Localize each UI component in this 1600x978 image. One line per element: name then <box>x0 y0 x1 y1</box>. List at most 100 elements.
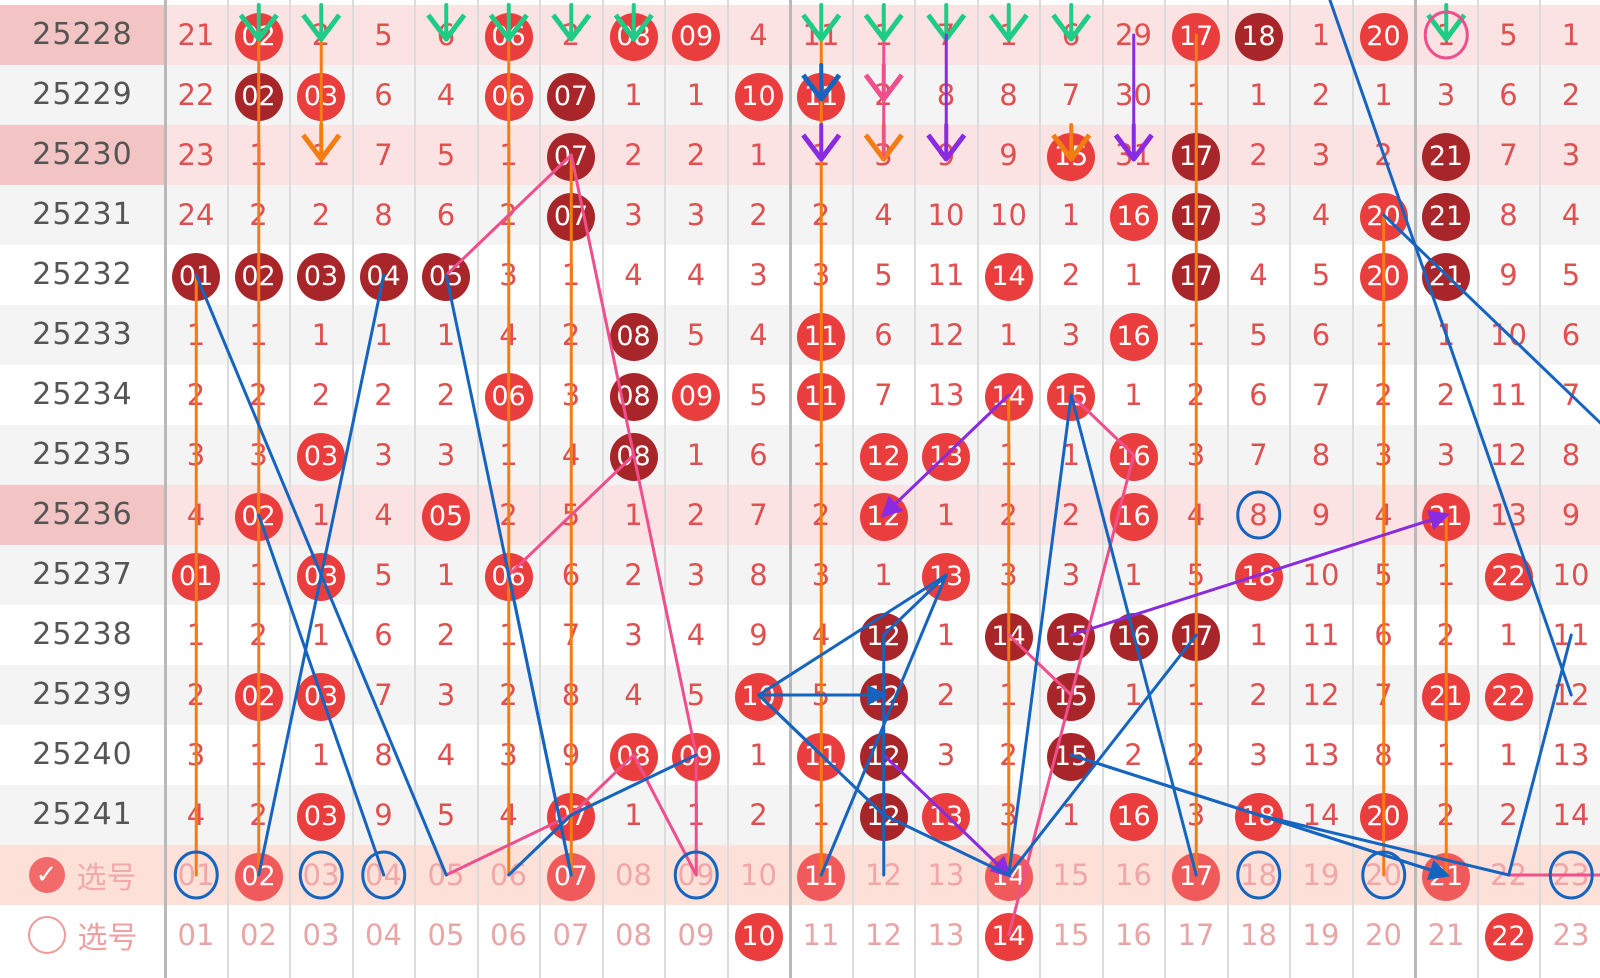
omission-count[interactable]: 13 <box>927 918 965 952</box>
omission-count: 7 <box>874 378 893 412</box>
omission-count: 1 <box>624 498 643 532</box>
select-number-23[interactable]: 23 <box>1552 858 1590 892</box>
omission-count: 2 <box>436 618 456 652</box>
omission-count: 3 <box>436 438 456 472</box>
select-number-01[interactable]: 01 <box>177 858 215 892</box>
ball-number: 02 <box>234 73 283 121</box>
select-number-12[interactable]: 12 <box>865 858 902 892</box>
ball-number: 09 <box>672 373 720 421</box>
omission-count: 1 <box>999 318 1018 352</box>
omission-count[interactable]: 17 <box>1177 918 1215 952</box>
omission-count[interactable]: 01 <box>177 918 215 952</box>
omission-count: 1 <box>1311 18 1331 52</box>
drawn-number-ball[interactable]: 10 <box>728 905 790 965</box>
omission-count: 1 <box>874 18 893 52</box>
omission-count[interactable]: 16 <box>1115 918 1152 952</box>
select-number-07[interactable]: 07 <box>540 845 602 905</box>
omission-count: 1 <box>999 678 1018 712</box>
omission-count[interactable]: 12 <box>865 918 902 952</box>
select-number-09[interactable]: 09 <box>677 858 715 892</box>
omission-count[interactable]: 08 <box>615 918 652 952</box>
omission-count: 1 <box>999 438 1018 472</box>
select-number-20[interactable]: 20 <box>1365 858 1402 892</box>
ball-number: 20 <box>1359 13 1408 61</box>
select-number-11[interactable]: 11 <box>790 845 852 905</box>
issue-number: 25237 <box>32 557 133 592</box>
issue-number: 25239 <box>32 677 133 712</box>
omission-count: 1 <box>811 798 831 832</box>
omission-count: 3 <box>1374 438 1393 472</box>
radio-icon <box>27 916 66 954</box>
omission-count: 5 <box>1249 318 1268 352</box>
select-number-03[interactable]: 03 <box>302 858 340 892</box>
omission-count[interactable]: 11 <box>802 918 840 952</box>
omission-count[interactable]: 23 <box>1552 918 1590 952</box>
omission-count: 7 <box>374 138 393 172</box>
omission-count: 1 <box>874 558 893 592</box>
ball-number: 08 <box>609 433 658 481</box>
omission-count: 11 <box>802 18 840 52</box>
issue-number: 25229 <box>32 77 133 112</box>
grid-column-divider <box>789 0 792 978</box>
omission-count[interactable]: 04 <box>365 918 402 952</box>
select-number-06[interactable]: 06 <box>490 858 527 892</box>
ball-number: 07 <box>547 193 595 241</box>
omission-count: 3 <box>1186 798 1206 832</box>
select-number-16[interactable]: 16 <box>1115 858 1152 892</box>
drawn-number-ball: 02 <box>228 245 290 305</box>
select-number-19[interactable]: 19 <box>1302 858 1340 892</box>
select-number-05[interactable]: 05 <box>427 858 465 892</box>
draw-row: 25231 24 2 2 8 6 2 07 3 3 2 2 4 10 10 1 16 17 3 4 20 21 8 4 <box>0 185 1600 245</box>
select-number-13[interactable]: 13 <box>927 858 965 892</box>
omission-count[interactable]: 06 <box>490 918 527 952</box>
omission-count: 10 <box>1552 558 1590 592</box>
omission-count: 9 <box>749 618 768 652</box>
ball-number: 03 <box>297 553 345 601</box>
draw-row: 25239 2 02 03 7 3 2 8 4 5 10 5 12 2 1 15 1 1 2 12 7 21 22 12 <box>0 665 1600 725</box>
drawn-number-ball[interactable]: 22 <box>1478 905 1540 965</box>
ball-number: 15 <box>1047 133 1095 181</box>
select-number-02[interactable]: 02 <box>228 845 290 905</box>
select-number-15[interactable]: 15 <box>1052 858 1090 892</box>
omission-count[interactable]: 21 <box>1427 918 1465 952</box>
select-number-22[interactable]: 22 <box>1490 858 1527 892</box>
select-number-10[interactable]: 10 <box>740 858 777 892</box>
omission-count: 2 <box>624 138 643 172</box>
drawn-number-ball[interactable]: 14 <box>978 905 1040 965</box>
omission-count[interactable]: 05 <box>427 918 465 952</box>
select-toggle-unchecked[interactable]: 选号 <box>0 905 165 965</box>
omission-count[interactable]: 20 <box>1365 918 1402 952</box>
select-number-17[interactable]: 17 <box>1165 845 1227 905</box>
select-number-14[interactable]: 14 <box>978 845 1040 905</box>
omission-count[interactable]: 02 <box>240 918 277 952</box>
omission-count: 2 <box>811 198 831 232</box>
omission-count: 13 <box>927 378 965 412</box>
omission-count[interactable]: 07 <box>552 918 590 952</box>
omission-count: 1 <box>1186 78 1206 112</box>
omission-count: 2 <box>1061 498 1081 532</box>
omission-count[interactable]: 09 <box>677 918 715 952</box>
draw-row: 25230 23 1 1 7 5 1 07 2 2 1 1 3 9 9 15 31 17 2 3 2 21 7 3 <box>0 125 1600 185</box>
omission-count[interactable]: 18 <box>1240 918 1277 952</box>
drawn-number-ball: 22 <box>1478 665 1540 725</box>
omission-count: 2 <box>1499 798 1518 832</box>
drawn-number-ball: 03 <box>290 425 352 485</box>
select-number-08[interactable]: 08 <box>615 858 652 892</box>
omission-count: 2 <box>249 198 268 232</box>
grid-column-divider <box>351 0 354 978</box>
select-number-04[interactable]: 04 <box>365 858 402 892</box>
drawn-number-ball: 17 <box>1165 245 1227 305</box>
ball-number: 14 <box>984 373 1033 421</box>
omission-count[interactable]: 15 <box>1052 918 1090 952</box>
omission-count[interactable]: 03 <box>302 918 340 952</box>
ball-number: 16 <box>1109 313 1158 361</box>
drawn-number-ball: 14 <box>978 245 1040 305</box>
drawn-number-ball: 07 <box>540 785 602 845</box>
drawn-number-ball: 14 <box>978 605 1040 665</box>
select-number-18[interactable]: 18 <box>1240 858 1277 892</box>
select-number-21[interactable]: 21 <box>1415 845 1477 905</box>
draw-row: 25236 4 02 1 4 05 2 5 1 2 7 2 12 1 2 2 16 4 8 9 4 21 13 9 <box>0 485 1600 545</box>
select-label: 选号 <box>77 921 138 956</box>
omission-count[interactable]: 19 <box>1302 918 1340 952</box>
select-toggle-checked[interactable]: ✓ 选号 <box>0 845 165 905</box>
